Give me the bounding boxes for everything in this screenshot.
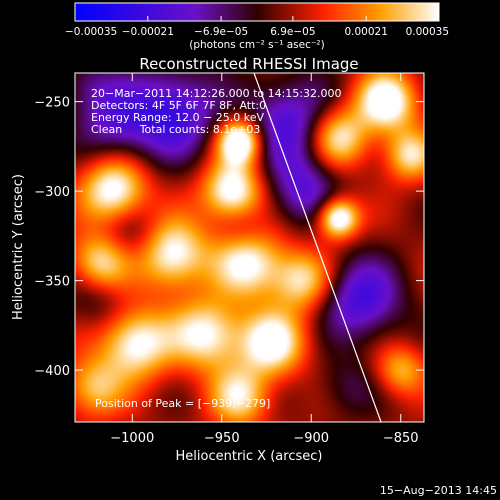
colorbar-ticks: −0.00035 −0.00021 −6.9e−05 6.9e−05 0.00021 0.…	[65, 16, 449, 38]
x-tick-label: −850	[383, 431, 419, 446]
y-axis-ticks: −400 −350 −300 −250	[34, 96, 424, 379]
colorbar-tick-label: 0.00021	[344, 26, 387, 38]
annotation-detectors: Detectors: 4F 5F 6F 7F 8F, Att:0	[91, 99, 266, 112]
x-axis-label: Heliocentric X (arcsec)	[176, 449, 323, 464]
y-tick-label: −350	[34, 275, 70, 290]
annotation-energy-range: Energy Range: 12.0 − 25.0 keV	[91, 111, 265, 124]
y-tick-label: −300	[34, 185, 70, 200]
x-tick-label: −900	[293, 431, 329, 446]
colorbar-tick-label: 0.00035	[406, 26, 449, 38]
x-tick-label: −950	[204, 431, 240, 446]
chart-title: Reconstructed RHESSI Image	[139, 55, 358, 73]
colorbar-tick-label: −6.9e−05	[194, 26, 248, 38]
plot-frame	[74, 72, 425, 423]
colorbar-tick-label: −0.00035	[65, 26, 117, 38]
colorbar-tick-label: 6.9e−05	[270, 26, 315, 38]
colorbar-unit-label: (photons cm⁻² s⁻¹ asec⁻²)	[189, 39, 324, 51]
annotation-clean-counts: Clean Total counts: 8.1e+03	[91, 123, 260, 136]
limb-line	[253, 73, 382, 422]
x-tick-label: −1000	[110, 431, 154, 446]
colorbar	[74, 2, 440, 22]
y-tick-label: −400	[34, 364, 70, 379]
y-axis-label: Heliocentric Y (arcsec)	[11, 174, 26, 320]
y-tick-label: −250	[34, 96, 70, 111]
annotation-peak-position: Position of Peak = [−939,−279]	[95, 397, 270, 410]
colorbar-tick-label: −0.00021	[122, 26, 174, 38]
footer-date: 15−Aug−2013 14:45	[380, 484, 497, 497]
annotation-time-range: 20−Mar−2011 14:12:26.000 to 14:15:32.000	[91, 87, 342, 100]
heatmap-image	[75, 73, 424, 422]
x-axis-ticks: −1000 −950 −900 −850	[110, 73, 419, 446]
